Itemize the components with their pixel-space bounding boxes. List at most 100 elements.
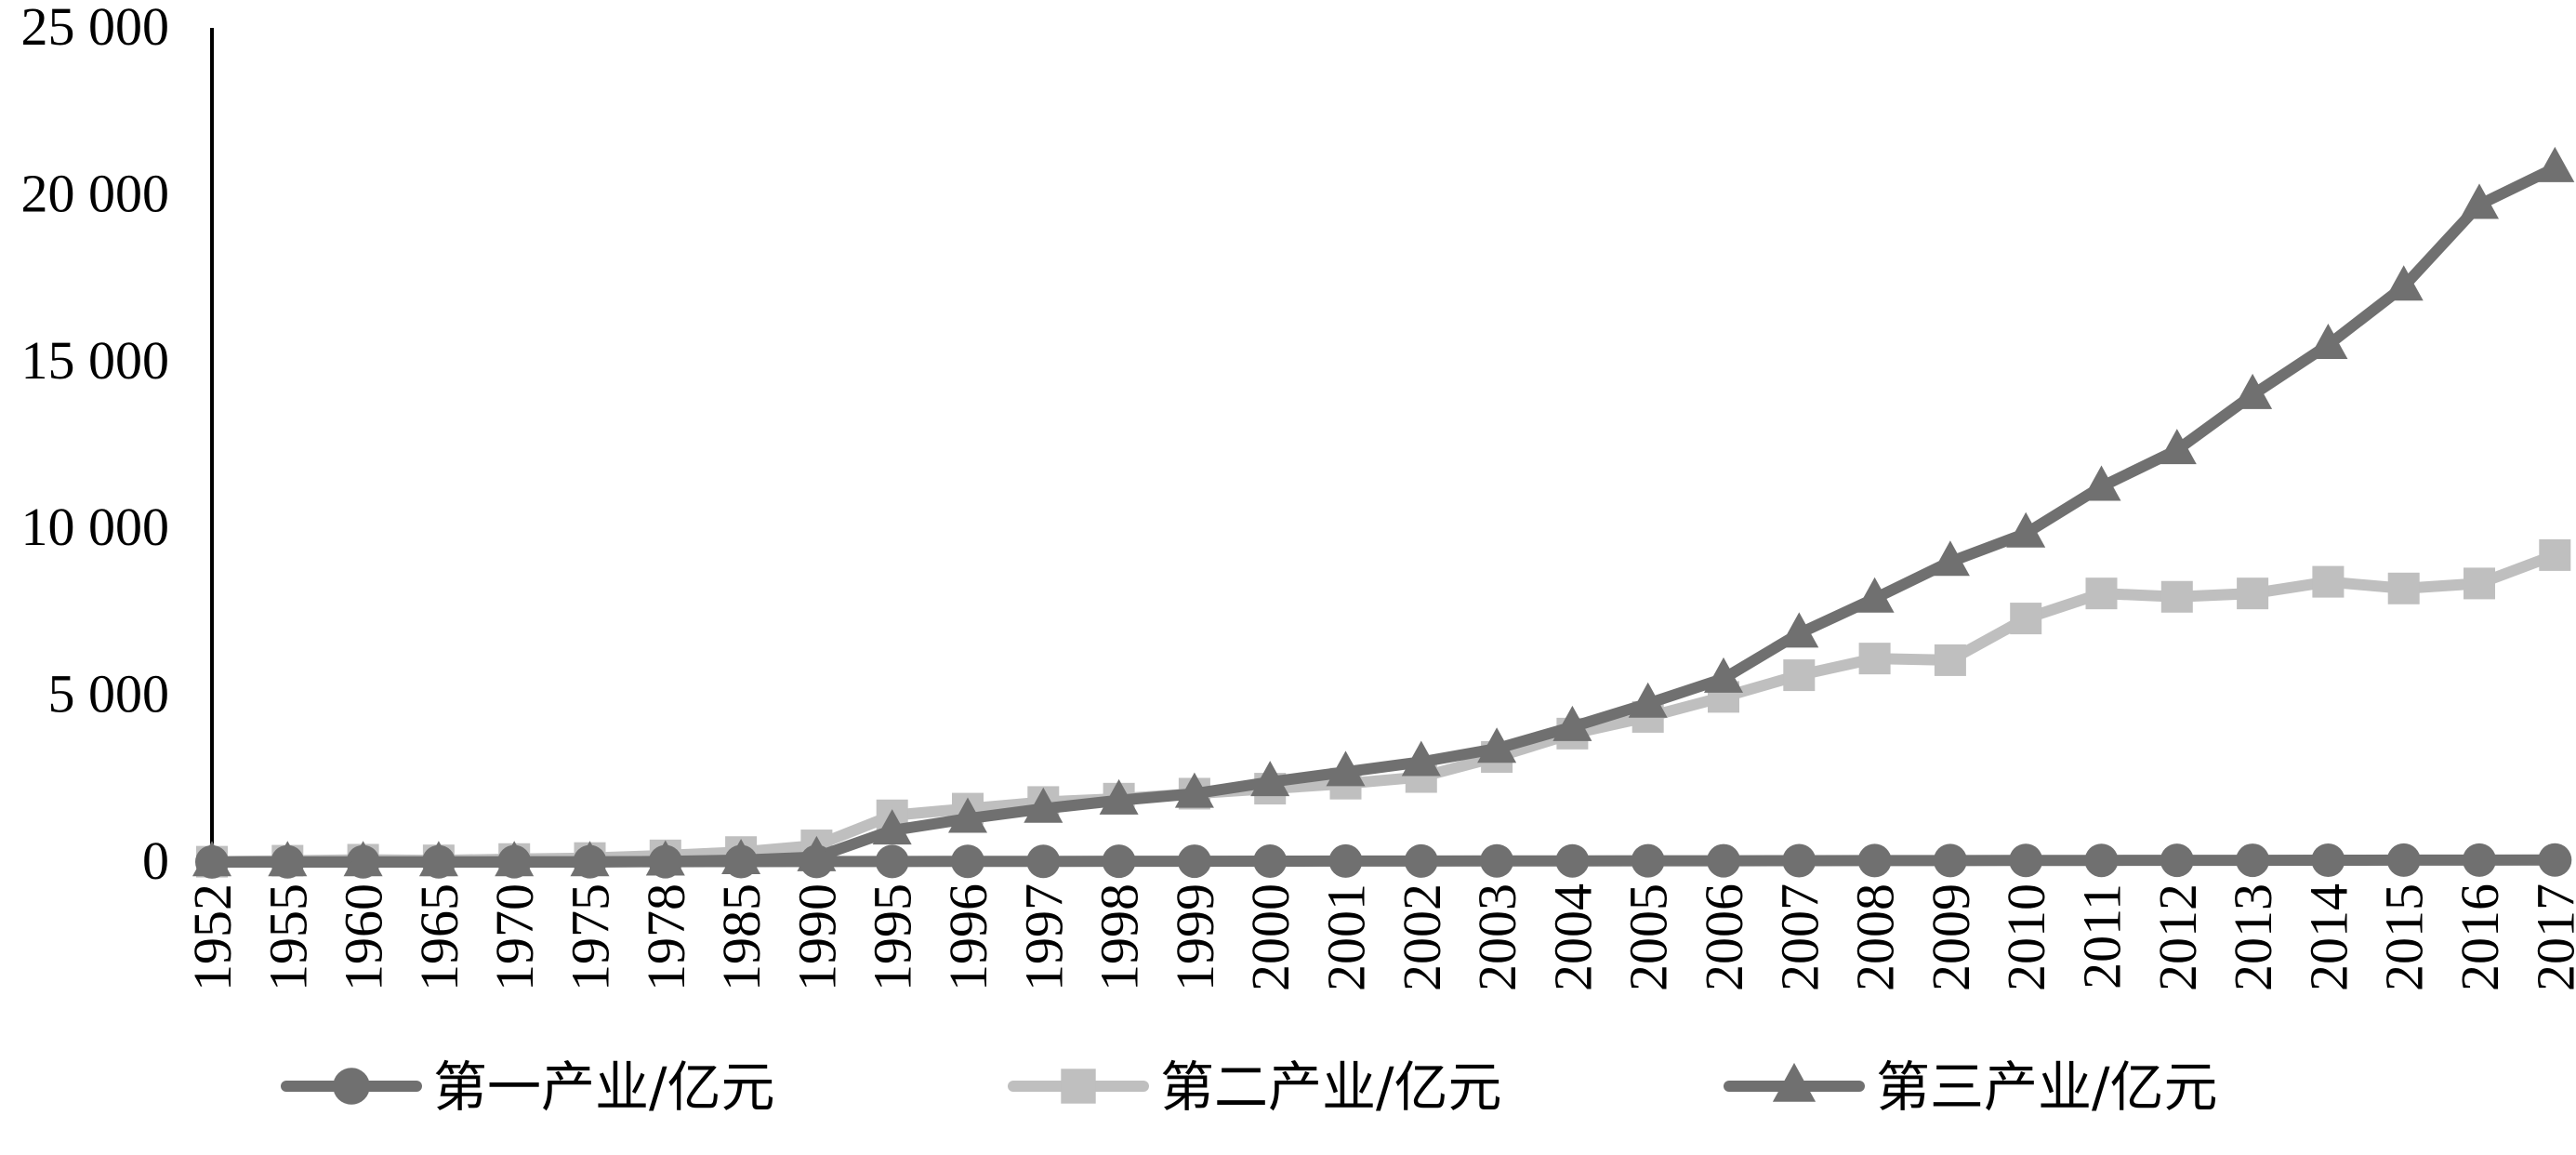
data-point bbox=[948, 797, 987, 833]
data-point bbox=[1782, 843, 1816, 878]
data-point bbox=[2464, 567, 2495, 600]
data-point bbox=[418, 841, 458, 877]
x-tick-label: 2004 bbox=[1542, 883, 1603, 991]
data-point bbox=[1024, 787, 1063, 823]
x-tick-label: 2011 bbox=[2072, 883, 2133, 989]
series-line bbox=[206, 549, 2561, 868]
data-point bbox=[2233, 373, 2273, 409]
x-tick-label: 1955 bbox=[258, 883, 318, 991]
data-point bbox=[570, 841, 610, 877]
x-tick-label: 2002 bbox=[1392, 883, 1452, 991]
x-tick-label: 2017 bbox=[2525, 883, 2576, 991]
x-tick-label: 2003 bbox=[1467, 883, 1527, 991]
data-point bbox=[1174, 772, 1214, 808]
data-point bbox=[1404, 843, 1438, 878]
data-point bbox=[1783, 659, 1816, 692]
data-point bbox=[2308, 324, 2348, 360]
legend-swatch-marker bbox=[1061, 1069, 1096, 1104]
data-point bbox=[721, 839, 761, 875]
data-point bbox=[2157, 429, 2197, 465]
data-point bbox=[1401, 740, 1441, 777]
x-tick-label: 2007 bbox=[1769, 883, 1830, 991]
data-point bbox=[2084, 843, 2119, 878]
y-tick-label: 25 000 bbox=[21, 0, 170, 57]
x-tick-label: 1978 bbox=[636, 883, 696, 991]
y-tick-label: 0 bbox=[142, 830, 169, 891]
data-point bbox=[2006, 511, 2046, 548]
data-point bbox=[2535, 146, 2575, 182]
x-tick-label: 1965 bbox=[409, 883, 469, 991]
data-point bbox=[2386, 843, 2421, 877]
data-point bbox=[2463, 843, 2496, 877]
series-line bbox=[206, 162, 2561, 868]
data-point bbox=[2539, 538, 2571, 571]
data-point bbox=[2160, 580, 2193, 613]
data-point bbox=[1930, 540, 1970, 577]
data-point bbox=[1328, 843, 1363, 878]
y-axis: 0 5 000 10 000 15 000 20 000 25 000 bbox=[21, 0, 214, 891]
data-point bbox=[1026, 844, 1061, 879]
data-point bbox=[1779, 612, 1819, 648]
x-tick-label: 1975 bbox=[561, 883, 621, 991]
x-tick-label: 2009 bbox=[1921, 883, 1981, 991]
data-point bbox=[1707, 843, 1740, 878]
y-tick-label: 5 000 bbox=[48, 664, 170, 724]
data-point bbox=[2384, 265, 2424, 301]
data-point bbox=[2538, 843, 2572, 877]
data-point bbox=[1628, 682, 1668, 718]
data-point bbox=[1933, 843, 1967, 878]
x-tick-label: 1997 bbox=[1013, 883, 1074, 991]
legend-swatch-marker bbox=[1772, 1062, 1816, 1102]
data-point bbox=[875, 844, 909, 879]
data-point bbox=[2081, 465, 2121, 501]
x-tick-label: 1996 bbox=[938, 883, 998, 991]
data-point bbox=[1934, 644, 1966, 676]
legend-item: 第三产业/亿元 bbox=[1724, 1055, 2218, 1119]
y-tick-label: 10 000 bbox=[21, 497, 170, 557]
x-tick-label: 2006 bbox=[1694, 883, 1754, 991]
data-point bbox=[2009, 843, 2043, 878]
data-point bbox=[2237, 578, 2269, 610]
legend-swatch-marker bbox=[333, 1068, 370, 1105]
series-plot-area bbox=[192, 146, 2575, 879]
data-point bbox=[2312, 565, 2345, 598]
x-tick-label: 1998 bbox=[1090, 883, 1150, 991]
x-tick-label: 2013 bbox=[2223, 883, 2283, 991]
y-tick-label: 20 000 bbox=[21, 163, 170, 223]
x-tick-label: 1995 bbox=[863, 883, 923, 991]
data-point bbox=[495, 841, 535, 877]
data-point bbox=[645, 840, 685, 876]
legend-label: 第三产业/亿元 bbox=[1876, 1055, 2218, 1119]
data-point bbox=[1552, 705, 1592, 741]
data-point bbox=[1480, 843, 1514, 878]
data-point bbox=[1555, 843, 1590, 878]
data-point bbox=[2236, 843, 2270, 878]
data-point bbox=[872, 809, 912, 845]
legend-label: 第一产业/亿元 bbox=[433, 1055, 775, 1119]
data-point bbox=[2085, 578, 2118, 610]
data-point bbox=[1704, 657, 1743, 693]
data-point bbox=[1857, 843, 1892, 878]
data-point bbox=[1099, 778, 1139, 815]
x-tick-label: 2005 bbox=[1618, 883, 1679, 991]
x-tick-label: 2010 bbox=[1996, 883, 2056, 991]
data-point bbox=[1177, 844, 1211, 879]
data-point bbox=[1477, 727, 1517, 763]
x-tick-label: 1999 bbox=[1165, 883, 1225, 991]
data-point bbox=[192, 841, 231, 877]
legend-label: 第二产业/亿元 bbox=[1160, 1055, 1502, 1119]
data-point bbox=[951, 844, 984, 879]
series-triangle bbox=[192, 146, 2575, 877]
x-tick-label: 2014 bbox=[2298, 883, 2358, 991]
legend-item: 第二产业/亿元 bbox=[1008, 1055, 1502, 1119]
data-point bbox=[2160, 843, 2194, 878]
x-tick-label: 1990 bbox=[786, 883, 847, 991]
x-tick-label: 2016 bbox=[2450, 883, 2510, 991]
x-tick-label: 1970 bbox=[484, 883, 545, 991]
x-tick-label: 2000 bbox=[1240, 883, 1301, 991]
data-point bbox=[797, 835, 837, 871]
data-point bbox=[343, 841, 383, 877]
data-point bbox=[2311, 843, 2345, 877]
data-point bbox=[2010, 603, 2042, 635]
